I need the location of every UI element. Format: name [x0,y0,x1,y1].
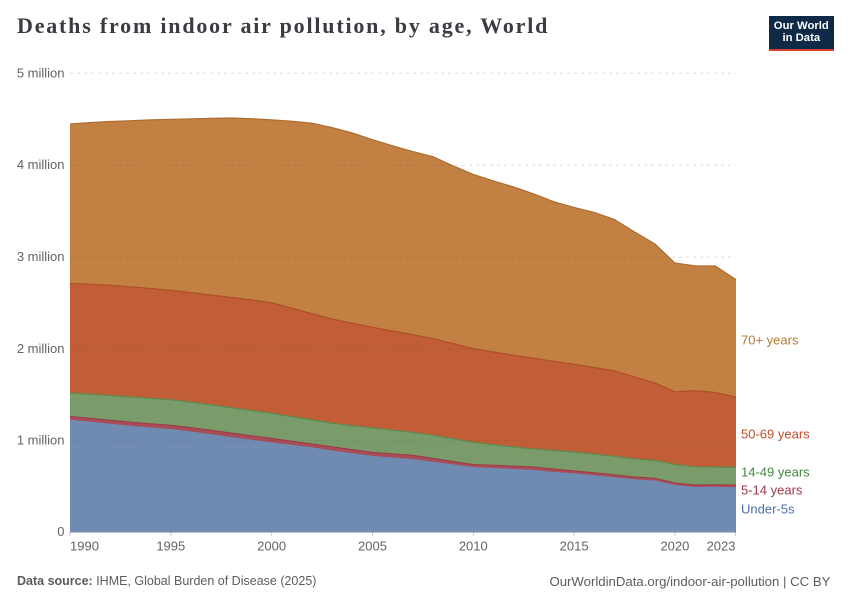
svg-text:70+ years: 70+ years [741,333,799,348]
svg-text:50-69 years: 50-69 years [741,427,810,442]
svg-text:2020: 2020 [660,539,689,554]
svg-text:3 million: 3 million [17,249,65,264]
svg-text:1990: 1990 [70,539,99,554]
svg-text:1 million: 1 million [17,432,65,447]
svg-text:2000: 2000 [257,539,286,554]
svg-text:5-14 years: 5-14 years [741,483,803,498]
svg-text:14-49 years: 14-49 years [741,465,810,480]
svg-text:5 million: 5 million [17,65,65,80]
svg-text:2010: 2010 [459,539,488,554]
svg-text:1995: 1995 [156,539,185,554]
svg-text:Under-5s: Under-5s [741,502,795,517]
svg-text:0: 0 [57,524,64,539]
svg-text:2005: 2005 [358,539,387,554]
svg-text:2 million: 2 million [17,341,65,356]
svg-text:2015: 2015 [560,539,589,554]
svg-text:4 million: 4 million [17,157,65,172]
svg-text:2023: 2023 [707,539,736,554]
